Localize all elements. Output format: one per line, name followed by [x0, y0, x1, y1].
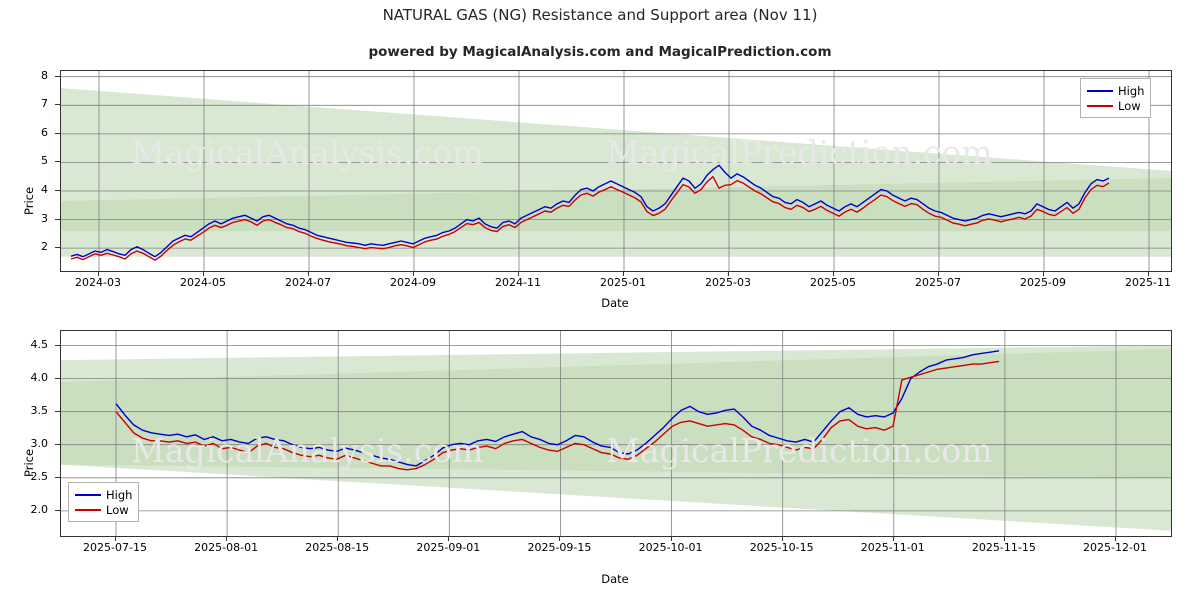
upper-x-axis-label: Date	[601, 296, 629, 310]
legend-row-low-2: Low	[75, 502, 132, 517]
lower-xtick: 2025-09-15	[527, 541, 592, 554]
upper-ytick-mark	[55, 161, 60, 163]
upper-xtick: 2025-03	[705, 276, 751, 289]
lower-xtick-mark	[1003, 536, 1005, 541]
upper-xtick-mark	[308, 271, 309, 276]
upper-ytick-mark	[55, 218, 60, 220]
legend-line-high	[1087, 89, 1113, 92]
upper-ytick: 6	[41, 125, 48, 139]
lower-ytick-mark	[55, 476, 60, 478]
legend-line-low-2	[75, 508, 101, 511]
upper-xtick-mark	[938, 271, 939, 276]
upper-legend: High Low	[1080, 78, 1152, 118]
lower-xtick-mark	[448, 536, 450, 541]
upper-ytick: 4	[41, 183, 48, 196]
upper-xtick: 2024-03	[75, 276, 121, 289]
upper-xtick: 2025-07	[915, 276, 961, 289]
lower-xtick: 2025-11-15	[971, 541, 1036, 554]
upper-xtick-mark	[1148, 271, 1149, 276]
upper-xtick: 2024-07	[285, 276, 331, 289]
page-subtitle: powered by MagicalAnalysis.com and Magic…	[368, 44, 832, 60]
lower-ytick: 2.5	[30, 469, 49, 483]
lower-ytick: 3.0	[30, 436, 49, 450]
lower-legend: High Low	[68, 482, 140, 522]
upper-ytick: 3	[41, 211, 48, 225]
lower-xtick: 2025-11-01	[860, 541, 925, 554]
legend-label-low-2: Low	[106, 502, 129, 517]
upper-xtick: 2024-09	[390, 276, 436, 289]
upper-xtick: 2025-01	[600, 276, 646, 289]
lower-xtick: 2025-08-01	[194, 541, 259, 554]
legend-label-low: Low	[1118, 98, 1141, 113]
lower-ytick: 4.0	[30, 370, 49, 384]
upper-ytick-mark	[55, 190, 60, 191]
upper-ytick-mark	[55, 104, 60, 106]
lower-xtick-mark	[337, 536, 339, 541]
upper-ytick: 5	[41, 154, 48, 168]
lower-xtick-mark	[226, 536, 228, 541]
lower-xtick-mark	[781, 536, 783, 541]
lower-series-high	[115, 350, 1000, 467]
lower-chart-svg	[61, 331, 1171, 536]
lower-chart-panel: Price Date MagicalAnalysis.com MagicalPr…	[0, 322, 1200, 600]
lower-x-axis-label: Date	[601, 572, 629, 586]
upper-xtick-mark	[98, 271, 99, 276]
upper-xtick-mark	[518, 271, 519, 276]
lower-xtick-mark	[559, 536, 561, 541]
lower-ytick-mark	[55, 377, 60, 379]
lower-xtick-mark	[1115, 536, 1116, 541]
lower-xtick: 2025-10-15	[749, 541, 814, 554]
lower-plot-area: MagicalAnalysis.com MagicalPrediction.co…	[60, 330, 1172, 537]
lower-xtick: 2025-10-01	[638, 541, 703, 554]
lower-ytick: 2.0	[30, 502, 49, 516]
upper-chart-panel: Price Date MagicalAnalysis.com MagicalPr…	[0, 60, 1200, 310]
lower-ytick-mark	[55, 443, 60, 445]
legend-row-high: High	[1087, 83, 1144, 98]
legend-label-high: High	[1118, 83, 1145, 98]
lower-ytick: 3.5	[30, 403, 49, 417]
upper-xtick-mark	[1043, 271, 1044, 276]
upper-series-low	[70, 176, 1110, 261]
upper-xtick: 2024-05	[180, 276, 226, 289]
upper-chart-svg	[61, 71, 1171, 271]
legend-label-high-2: High	[106, 487, 133, 502]
upper-plot-area: MagicalAnalysis.com MagicalPrediction.co…	[60, 70, 1172, 272]
page-title: NATURAL GAS (NG) Resistance and Support …	[382, 6, 818, 24]
upper-ytick: 8	[41, 68, 48, 82]
lower-ytick: 4.5	[30, 337, 49, 351]
upper-xtick: 2025-09	[1020, 276, 1066, 289]
lower-xtick-mark	[670, 536, 672, 541]
upper-series-high	[70, 164, 1110, 258]
upper-xtick-mark	[203, 271, 204, 276]
lower-xtick: 2025-09-01	[416, 541, 481, 554]
lower-xtick-mark	[892, 536, 894, 541]
lower-xtick-mark	[115, 536, 116, 541]
upper-ytick-mark	[55, 75, 60, 77]
lower-ytick-mark	[55, 509, 60, 511]
upper-xtick: 2025-05	[810, 276, 856, 289]
upper-xtick-mark	[728, 271, 729, 276]
upper-xtick-mark	[623, 271, 624, 276]
upper-xtick: 2025-11	[1125, 276, 1171, 289]
legend-row-low: Low	[1087, 98, 1144, 113]
lower-xtick: 2025-08-15	[305, 541, 370, 554]
lower-ytick-mark	[55, 344, 60, 346]
lower-series-low	[115, 360, 1000, 471]
lower-xtick: 2025-12-01	[1083, 541, 1147, 554]
legend-line-low	[1087, 104, 1113, 107]
upper-ytick: 2	[41, 240, 48, 254]
upper-xtick: 2024-11	[495, 276, 541, 289]
upper-ytick: 7	[41, 97, 48, 111]
legend-line-high-2	[75, 493, 101, 496]
upper-outer-band	[61, 88, 1171, 257]
upper-xtick-mark	[413, 271, 414, 276]
legend-row-high-2: High	[75, 487, 132, 502]
upper-ytick-mark	[55, 132, 60, 134]
lower-xtick: 2025-07-15	[83, 541, 147, 554]
upper-xtick-mark	[833, 271, 834, 276]
upper-ytick-mark	[55, 247, 60, 249]
lower-ytick-mark	[55, 410, 60, 412]
